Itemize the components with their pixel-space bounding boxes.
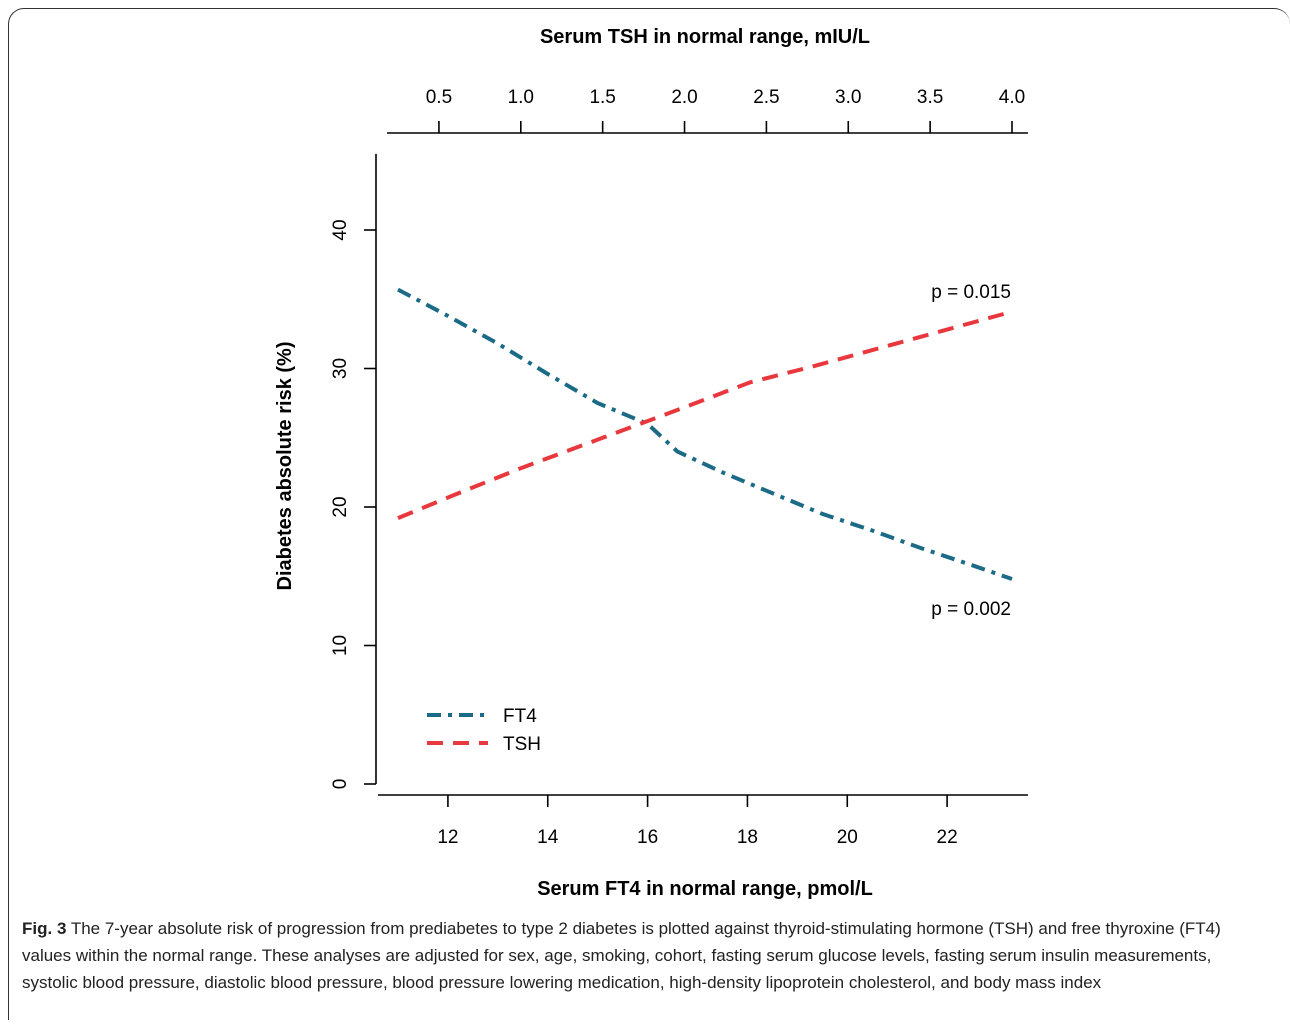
- y-tick-label: 30: [330, 358, 351, 379]
- x-top-tick-label: 1.5: [589, 87, 615, 108]
- chart-labels-layer: Serum TSH in normal range, mIU/L Serum FT…: [274, 26, 1011, 900]
- y-tick-label: 10: [330, 635, 351, 656]
- legend-label-tsh: TSH: [503, 734, 541, 755]
- series-line-tsh: [397, 309, 1013, 520]
- x-top-tick-label: 2.0: [671, 87, 697, 108]
- x-bottom-tick-label: 20: [837, 827, 858, 848]
- x-top-tick-label: 4.0: [999, 87, 1025, 108]
- x-bottom-tick-label: 18: [737, 827, 758, 848]
- x-bottom-tick-label: 14: [537, 827, 559, 848]
- figure-caption: Fig. 3 The 7-year absolute risk of progr…: [22, 915, 1262, 996]
- caption-label: Fig. 3: [22, 919, 67, 938]
- x-top-axis-title: Serum TSH in normal range, mIU/L: [540, 26, 870, 48]
- ft4-p-value: p = 0.002: [931, 599, 1011, 620]
- y-tick-label: 40: [330, 219, 351, 240]
- legend: FT4 TSH: [427, 706, 541, 755]
- tsh-p-value: p = 0.015: [931, 282, 1011, 303]
- caption-text: The 7-year absolute risk of progression …: [22, 919, 1221, 992]
- y-tick-label: 0: [330, 779, 351, 790]
- legend-label-ft4: FT4: [503, 706, 537, 727]
- x-bottom-tick-label: 22: [937, 827, 958, 848]
- x-bottom-axis-title: Serum FT4 in normal range, pmol/L: [537, 878, 873, 900]
- x-top-tick-label: 3.5: [917, 87, 943, 108]
- x-top-tick-label: 1.0: [508, 87, 534, 108]
- line-chart: 0 10 20 30 40 12 14 16 18 20 22 0.5 1.0 1.5 2.0 2.5 3.0 3…: [274, 26, 1028, 900]
- y-tick-label: 20: [330, 496, 351, 517]
- figure-frame: [8, 8, 1290, 1020]
- x-bottom-tick-label: 16: [637, 827, 658, 848]
- x-top-tick-label: 2.5: [753, 87, 779, 108]
- x-top-tick-label: 3.0: [835, 87, 861, 108]
- series-line-ft4: [397, 287, 1013, 581]
- chart-axes: 0 10 20 30 40 12 14 16 18 20 22 0.5 1.0 1.5 2.0 2.5 3.0 3…: [330, 87, 1028, 848]
- chart-series-layer: [397, 287, 1013, 581]
- x-top-tick-label: 0.5: [426, 87, 452, 108]
- y-axis-title: Diabetes absolute risk (%): [274, 342, 296, 591]
- x-bottom-tick-label: 12: [437, 827, 458, 848]
